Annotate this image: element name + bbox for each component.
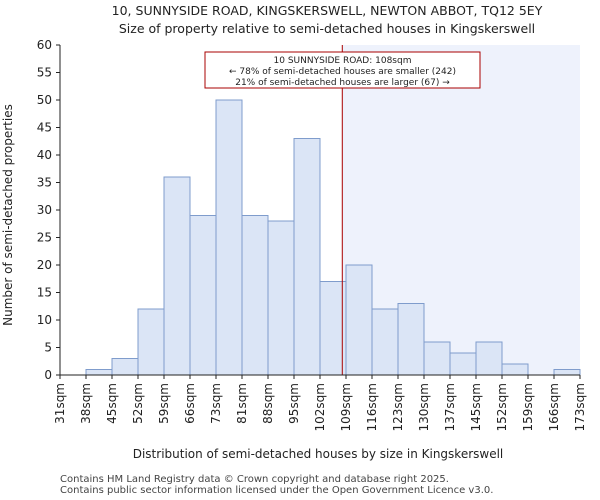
- bar-52sqm: [137, 308, 165, 376]
- x-tick-label: 116sqm: [365, 383, 379, 431]
- bar-123sqm: [397, 303, 425, 376]
- x-tick-label: 31sqm: [53, 383, 67, 424]
- bar-152sqm: [501, 363, 529, 376]
- y-tick-label: 0: [44, 368, 52, 382]
- bar-95sqm: [293, 138, 321, 376]
- bar-116sqm: [371, 308, 399, 376]
- bar-145sqm: [475, 341, 503, 376]
- bars-group: [85, 99, 581, 376]
- y-tick-label: 60: [37, 38, 52, 52]
- x-tick-label: 81sqm: [235, 383, 249, 424]
- y-tick-label: 40: [37, 148, 52, 162]
- x-ticks: 31sqm 38sqm 45sqm 52sqm 59sqm 66sqm 73sqm 81sqm…: [53, 375, 587, 431]
- x-tick-label: 59sqm: [157, 383, 171, 424]
- x-tick-label: 123sqm: [391, 383, 405, 431]
- x-tick-label: 145sqm: [469, 383, 483, 431]
- y-tick-label: 35: [37, 176, 52, 190]
- y-tick-label: 45: [37, 121, 52, 135]
- bar-102sqm: [319, 281, 347, 376]
- bar-73sqm: [215, 99, 243, 376]
- annotation-line-3: 21% of semi-detached houses are larger (…: [235, 78, 450, 88]
- y-tick-label: 20: [37, 258, 52, 272]
- bar-130sqm: [423, 341, 451, 376]
- x-tick-label: 45sqm: [105, 383, 119, 424]
- x-tick-label: 38sqm: [79, 383, 93, 424]
- bar-38sqm: [85, 369, 113, 376]
- x-tick-label: 137sqm: [443, 383, 457, 431]
- bar-chart: 10, SUNNYSIDE ROAD, KINGSKERSWELL, NEWTO…: [1, 3, 587, 461]
- bar-66sqm: [189, 215, 217, 376]
- x-axis-label: Distribution of semi-detached houses by …: [133, 447, 504, 461]
- x-tick-label: 95sqm: [287, 383, 301, 424]
- y-tick-label: 55: [37, 66, 52, 80]
- x-tick-label: 66sqm: [183, 383, 197, 424]
- y-tick-label: 15: [37, 286, 52, 300]
- footer-copyright: Contains HM Land Registry data © Crown c…: [60, 474, 449, 485]
- x-tick-label: 152sqm: [495, 383, 509, 431]
- y-tick-label: 5: [44, 341, 52, 355]
- bar-81sqm: [241, 215, 269, 376]
- bar-137sqm: [449, 352, 477, 376]
- x-tick-label: 166sqm: [547, 383, 561, 431]
- bar-45sqm: [111, 358, 139, 376]
- annotation-line-1: 10 SUNNYSIDE ROAD: 108sqm: [274, 56, 412, 66]
- bar-166sqm: [553, 369, 581, 376]
- annotation-line-2: ← 78% of semi-detached houses are smalle…: [229, 67, 456, 77]
- y-tick-label: 50: [37, 93, 52, 107]
- bar-59sqm: [163, 176, 191, 376]
- x-tick-label: 73sqm: [209, 383, 223, 424]
- x-tick-label: 102sqm: [313, 383, 327, 431]
- x-tick-label: 52sqm: [131, 383, 145, 424]
- footer-licence: Contains public sector information licen…: [60, 485, 494, 496]
- y-axis-label: Number of semi-detached properties: [1, 104, 15, 326]
- x-tick-label: 159sqm: [521, 383, 535, 431]
- annotation-box: 10 SUNNYSIDE ROAD: 108sqm ← 78% of semi-…: [204, 51, 481, 89]
- y-tick-label: 10: [37, 313, 52, 327]
- annotation-frame: [204, 51, 481, 89]
- x-tick-label: 88sqm: [261, 383, 275, 424]
- chart-subtitle: Size of property relative to semi-detach…: [119, 21, 535, 36]
- y-tick-label: 25: [37, 231, 52, 245]
- x-tick-label: 173sqm: [573, 383, 587, 431]
- x-tick-label: 109sqm: [339, 383, 353, 431]
- bar-109sqm: [345, 264, 373, 376]
- bar-88sqm: [267, 220, 295, 376]
- chart-title: 10, SUNNYSIDE ROAD, KINGSKERSWELL, NEWTO…: [112, 3, 543, 18]
- x-tick-label: 130sqm: [417, 383, 431, 431]
- y-tick-label: 30: [37, 203, 52, 217]
- y-ticks: 0 5 10 15 20 25 30 35 40 45 50 55 60: [37, 38, 60, 382]
